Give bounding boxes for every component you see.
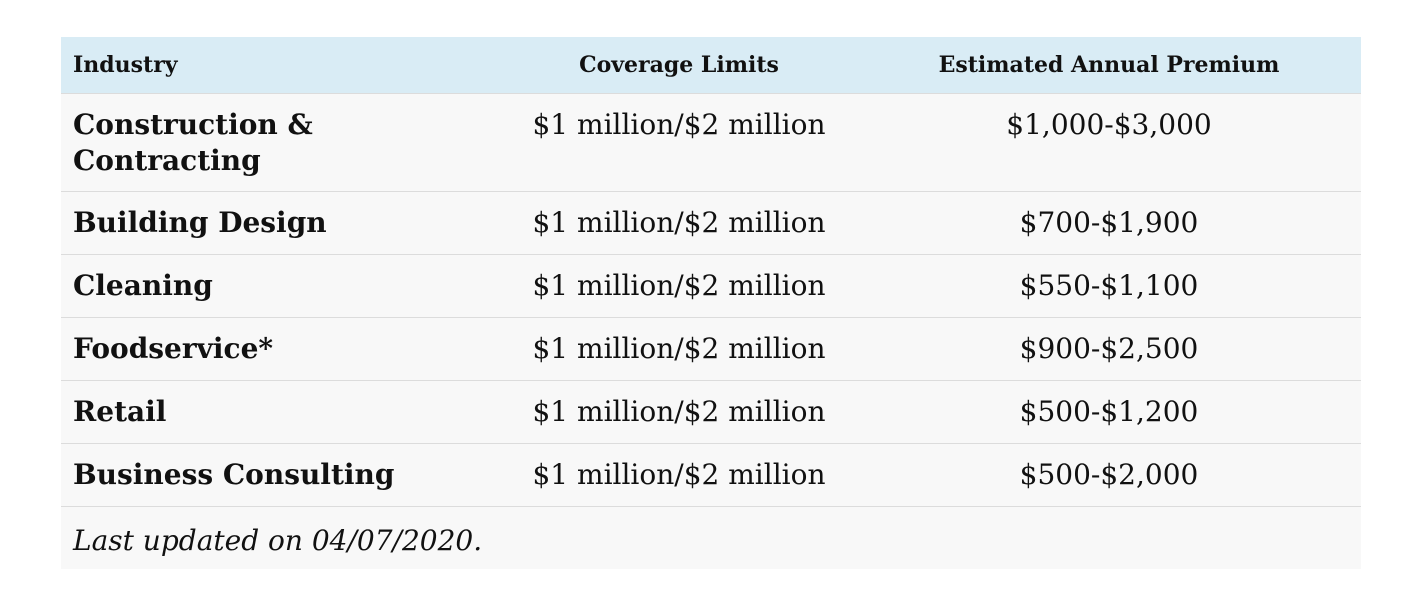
coverage-cell: $1 million/$2 million <box>532 205 826 239</box>
premium-cell: $500-$2,000 <box>1019 457 1199 491</box>
premium-table-container: Industry Coverage Limits Estimated Annua… <box>61 37 1361 569</box>
coverage-cell: $1 million/$2 million <box>532 394 826 428</box>
premium-cell: $700-$1,900 <box>1019 205 1199 239</box>
footnote-row: Last updated on 04/07/2020. <box>61 506 1361 569</box>
premium-table: Industry Coverage Limits Estimated Annua… <box>61 37 1361 569</box>
premium-cell: $500-$1,200 <box>1019 394 1199 428</box>
industry-cell: Building Design <box>73 205 327 239</box>
premium-cell: $900-$2,500 <box>1019 331 1199 365</box>
coverage-cell: $1 million/$2 million <box>532 457 826 491</box>
table-row: Cleaning $1 million/$2 million $550-$1,1… <box>61 254 1361 317</box>
coverage-cell: $1 million/$2 million <box>532 268 826 302</box>
industry-cell: Cleaning <box>73 268 213 302</box>
table-row: Construction & Contracting $1 million/$2… <box>61 93 1361 191</box>
table-row: Business Consulting $1 million/$2 millio… <box>61 443 1361 506</box>
table-body: Construction & Contracting $1 million/$2… <box>61 93 1361 569</box>
premium-cell: $1,000-$3,000 <box>1006 107 1212 141</box>
industry-cell: Retail <box>73 394 167 428</box>
premium-cell: $550-$1,100 <box>1019 268 1199 302</box>
table-row: Foodservice* $1 million/$2 million $900-… <box>61 317 1361 380</box>
header-coverage-limits: Coverage Limits <box>579 51 779 78</box>
industry-cell: Foodservice* <box>73 331 274 365</box>
coverage-cell: $1 million/$2 million <box>532 107 826 141</box>
industry-cell: Business Consulting <box>73 457 395 491</box>
table-header-row: Industry Coverage Limits Estimated Annua… <box>61 37 1361 93</box>
industry-cell: Construction & Contracting <box>73 107 313 177</box>
table-row: Retail $1 million/$2 million $500-$1,200 <box>61 380 1361 443</box>
last-updated-note: Last updated on 04/07/2020. <box>73 523 483 557</box>
table-header: Industry Coverage Limits Estimated Annua… <box>61 37 1361 93</box>
coverage-cell: $1 million/$2 million <box>532 331 826 365</box>
header-industry: Industry <box>73 51 178 78</box>
table-row: Building Design $1 million/$2 million $7… <box>61 191 1361 254</box>
header-estimated-annual-premium: Estimated Annual Premium <box>938 51 1280 78</box>
